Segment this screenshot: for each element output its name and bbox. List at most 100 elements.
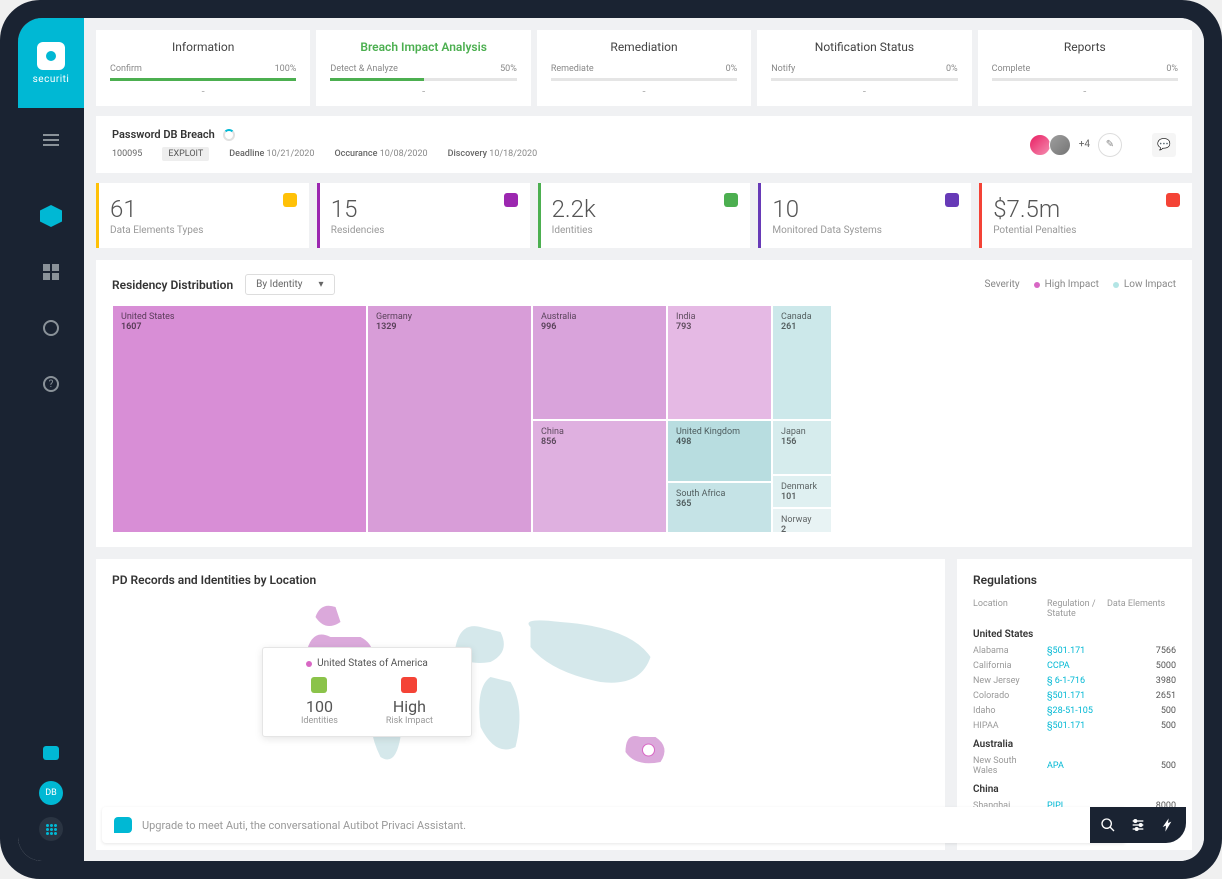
chevron-down-icon: ▾ [319,279,324,290]
reg-row: Colorado §501.171 2651 [973,691,1176,701]
treemap-dropdown[interactable]: By Identity▾ [245,274,334,295]
tooltip-identities: 100 [301,697,338,716]
reg-row: California CCPA 5000 [973,661,1176,671]
reg-group-header: China [973,784,1176,795]
reg-row: New South Wales APA 500 [973,756,1176,776]
user-badge[interactable]: DB [39,781,63,805]
reg-head-location: Location [973,599,1043,619]
brand-logo[interactable]: securiti [18,18,84,108]
legend-high: High Impact [1034,279,1099,290]
search-icon[interactable] [1100,817,1116,833]
grid-icon [43,264,59,280]
stat-card: $7.5mPotential Penalties [979,183,1192,248]
progress-tab[interactable]: Remediation Remediate0% - [537,30,751,106]
world-map[interactable]: United States of America 100 Identities … [112,587,929,827]
chat-bubble-icon [114,817,132,833]
reg-statute-link[interactable]: §501.171 [1047,691,1103,701]
reg-group-header: United States [973,629,1176,640]
assistant-text: Upgrade to meet Auti, the conversational… [142,819,466,832]
treemap-cell[interactable]: United States1607 [112,305,367,533]
nav-item-chat[interactable] [35,737,67,769]
nav-item-dashboard[interactable] [35,200,67,232]
breach-title: Password DB Breach [112,128,215,141]
breach-id: 100095 [112,149,142,159]
hamburger-icon [43,134,59,146]
treemap-cell[interactable]: Denmark101 [772,475,832,508]
spinner-icon [223,129,235,141]
left-sidebar: securiti ? DB [18,18,84,861]
reg-row: Idaho §28-51-105 500 [973,706,1176,716]
map-svg [112,587,929,827]
reg-row: HIPAA §501.171 500 [973,721,1176,731]
reg-statute-link[interactable]: APA [1047,761,1103,771]
logo-icon [37,42,65,70]
reg-statute-link[interactable]: §28-51-105 [1047,706,1103,716]
treemap-cell[interactable]: Norway2 [772,508,832,533]
treemap-panel: Residency Distribution By Identity▾ Seve… [96,260,1192,547]
discovery-label: Discovery [448,149,487,159]
progress-tabs: Information Confirm100% -Breach Impact A… [96,30,1192,106]
hexagon-icon [40,205,62,227]
build-icon[interactable] [1160,817,1176,833]
bottom-toolbar [1090,807,1186,843]
stat-cards: 61Data Elements Types15Residencies2.2kId… [96,183,1192,248]
progress-tab[interactable]: Notification Status Notify0% - [757,30,971,106]
reg-head-elements: Data Elements [1107,599,1165,619]
treemap-cell[interactable]: China856 [532,420,667,533]
progress-tab[interactable]: Information Confirm100% - [96,30,310,106]
stat-card: 10Monitored Data Systems [758,183,971,248]
nav-item-grid[interactable] [35,256,67,288]
breach-header: Password DB Breach 100095 EXPLOIT Deadli… [96,116,1192,173]
reg-row: New Jersey § 6-1-716 3980 [973,676,1176,686]
brand-name: securiti [33,74,70,85]
breach-tag: EXPLOIT [162,147,209,161]
legend-severity-label: Severity [985,279,1020,290]
progress-tab[interactable]: Reports Complete0% - [978,30,1192,106]
filter-icon[interactable] [1130,817,1146,833]
avatar [1049,134,1071,156]
gear-icon [43,320,59,336]
tooltip-risk: High [386,697,433,716]
avatar-more-count: +4 [1079,139,1090,150]
treemap-cell[interactable]: Australia996 [532,305,667,420]
deadline-label: Deadline [229,149,264,159]
occurrence-value: 10/08/2020 [380,149,428,159]
nav-item-settings[interactable] [35,312,67,344]
help-icon: ? [43,376,59,392]
nav-item-help[interactable]: ? [35,368,67,400]
treemap-cell[interactable]: South Africa365 [667,482,772,533]
apps-icon [46,824,57,835]
edit-button[interactable]: ✎ [1098,133,1122,157]
deadline-value: 10/21/2020 [267,149,315,159]
reg-statute-link[interactable]: §501.171 [1047,646,1103,656]
legend-low: Low Impact [1113,279,1176,290]
treemap-cell[interactable]: Canada261 [772,305,832,420]
treemap-cell[interactable]: India793 [667,305,772,420]
regulations-title: Regulations [973,573,1164,587]
stat-card: 2.2kIdentities [538,183,751,248]
occurrence-label: Occurance [334,149,377,159]
risk-icon [401,677,417,693]
nav-item-apps[interactable] [39,817,63,841]
map-title: PD Records and Identities by Location [112,573,917,587]
stat-card: 61Data Elements Types [96,183,309,248]
treemap-cell[interactable]: United Kingdom498 [667,420,772,482]
chat-icon [43,746,59,760]
treemap-chart: United States1607Germany1329Australia996… [112,305,1176,533]
progress-tab[interactable]: Breach Impact Analysis Detect & Analyze5… [316,30,530,106]
main-content: Information Confirm100% -Breach Impact A… [84,18,1204,861]
reg-statute-link[interactable]: §501.171 [1047,721,1103,731]
reg-statute-link[interactable]: CCPA [1047,661,1103,671]
reg-row: Alabama §501.171 7566 [973,646,1176,656]
map-tooltip: United States of America 100 Identities … [262,647,472,737]
treemap-cell[interactable]: Japan156 [772,420,832,475]
menu-toggle[interactable] [31,120,71,160]
user-avatars[interactable]: +4 [1035,134,1090,156]
treemap-cell[interactable]: Germany1329 [367,305,532,533]
identities-icon [311,677,327,693]
message-button[interactable]: 💬 [1152,133,1176,157]
assistant-bar[interactable]: Upgrade to meet Auti, the conversational… [102,807,1126,843]
reg-statute-link[interactable]: § 6-1-716 [1047,676,1103,686]
avatar [1029,134,1051,156]
treemap-title: Residency Distribution [112,278,233,292]
